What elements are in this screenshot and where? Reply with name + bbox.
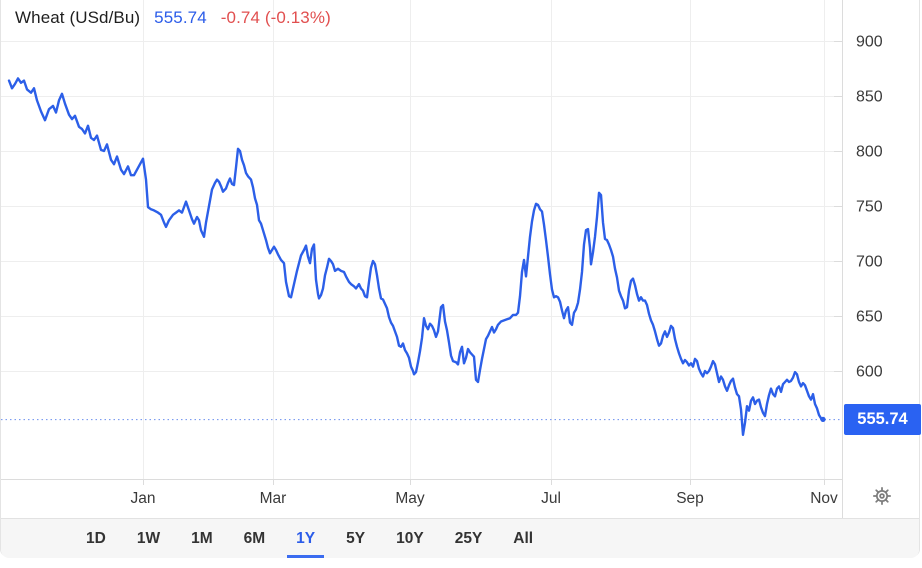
range-button-5y[interactable]: 5Y — [337, 519, 374, 558]
price-change: -0.74 (-0.13%) — [220, 8, 331, 27]
range-button-1d[interactable]: 1D — [77, 519, 115, 558]
last-price-dot — [820, 416, 826, 422]
gear-icon — [872, 486, 892, 511]
price-line-series — [7, 77, 825, 436]
range-button-1y[interactable]: 1Y — [287, 519, 325, 558]
instrument-title: Wheat (USd/Bu) — [15, 8, 141, 27]
timeframe-toolbar: 1D 1W 1M 6M 1Y 5Y 10Y 25Y All — [1, 518, 919, 558]
x-axis-tick-label: Jan — [131, 490, 156, 507]
y-axis-tick-label: 700 — [856, 254, 883, 271]
y-axis-tick-label: 900 — [856, 34, 883, 51]
y-axis-tick-label: 800 — [856, 144, 883, 161]
x-axis-tick-label: Mar — [260, 490, 287, 507]
x-axis-tick-label: Jul — [541, 490, 561, 507]
price-chart[interactable]: 900 850 800 750 700 650 600 Jan Mar May Jul Sep Nov — [1, 0, 922, 518]
range-button-6m[interactable]: 6M — [235, 519, 275, 558]
x-axis-tick-label: Nov — [810, 490, 838, 507]
chart-header: Wheat (USd/Bu) 555.74 -0.74 (-0.13%) — [15, 8, 331, 28]
y-axis-tick-label: 750 — [856, 199, 883, 216]
y-axis-tick-label: 650 — [856, 309, 883, 326]
range-button-10y[interactable]: 10Y — [387, 519, 433, 558]
last-price: 555.74 — [154, 8, 207, 27]
x-axis-tick-label: Sep — [676, 490, 704, 507]
y-axis-tick-label: 600 — [856, 364, 883, 381]
x-axis-tick-label: May — [395, 490, 425, 507]
range-button-all[interactable]: All — [504, 519, 542, 558]
settings-gear-button[interactable] — [868, 484, 896, 512]
range-button-1w[interactable]: 1W — [128, 519, 169, 558]
range-button-1m[interactable]: 1M — [182, 519, 222, 558]
range-button-25y[interactable]: 25Y — [446, 519, 492, 558]
last-price-axis-label: 555.74 — [844, 404, 921, 435]
y-axis-tick-label: 850 — [856, 89, 883, 106]
